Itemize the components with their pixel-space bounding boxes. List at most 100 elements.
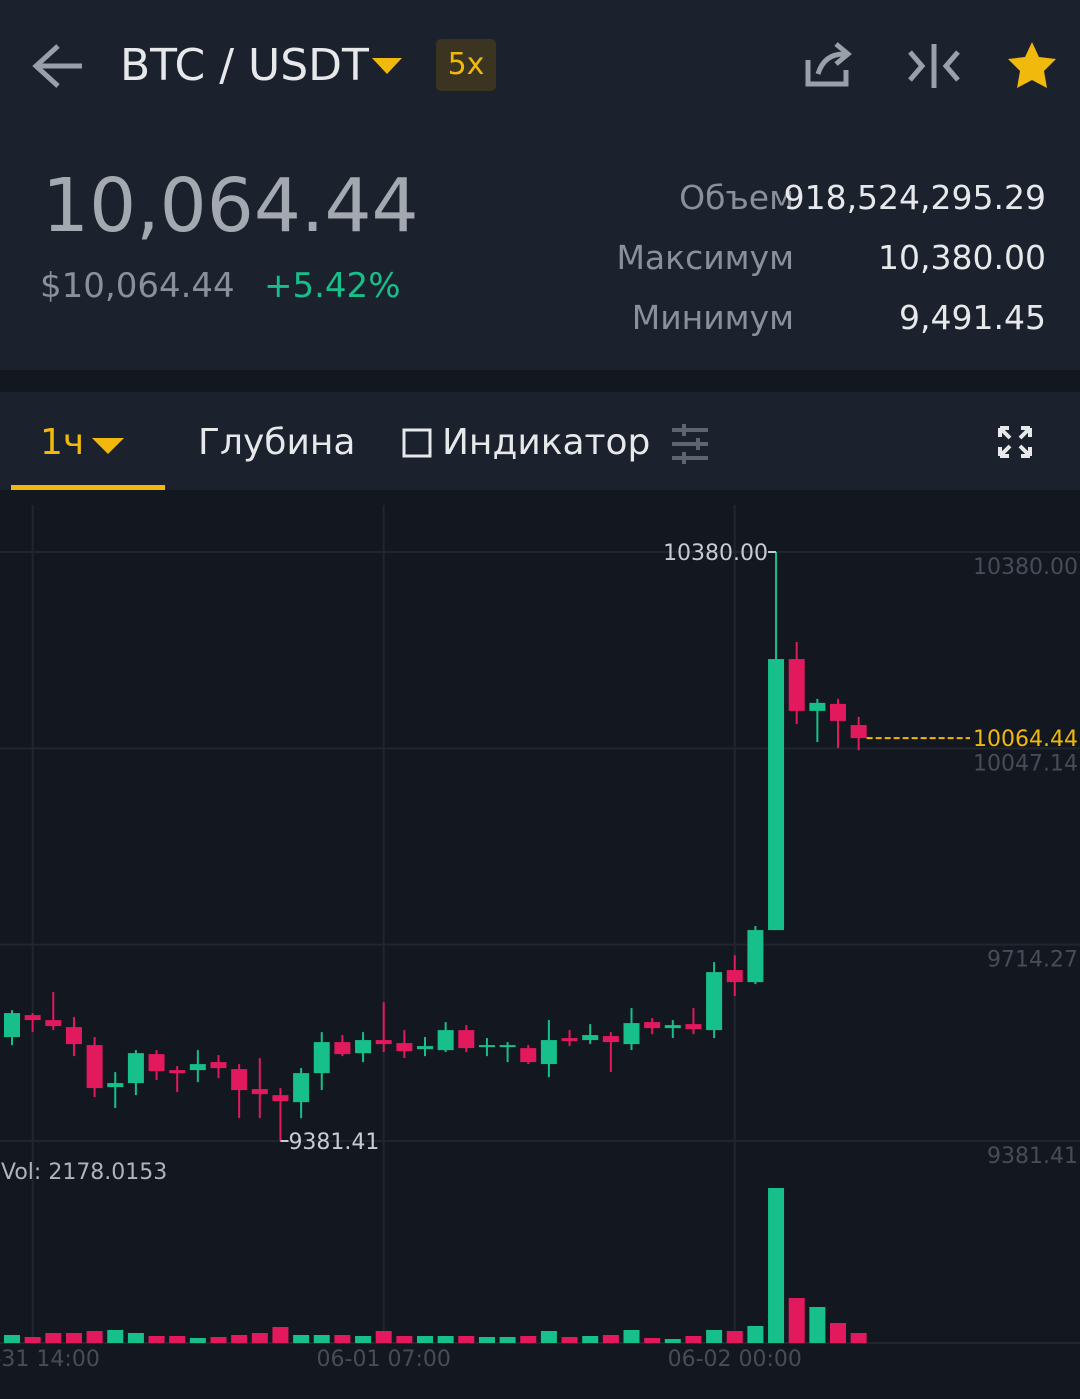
candle-body: [127, 1053, 144, 1084]
volume-bar: [830, 1323, 846, 1343]
interval-dropdown[interactable]: [92, 438, 124, 454]
stat-value: 9,491.45: [899, 298, 1046, 337]
tab-underline: [11, 485, 165, 490]
candle-body: [788, 659, 805, 711]
candle-body: [437, 1030, 454, 1051]
volume-bar: [561, 1337, 578, 1343]
back-icon[interactable]: [32, 44, 82, 88]
stat-value: 10,380.00: [878, 238, 1046, 277]
volume-bar: [210, 1337, 227, 1343]
volume-bar: [582, 1336, 599, 1343]
candle-body: [830, 703, 846, 721]
volume-label: Vol: 2178.0153: [1, 1160, 167, 1185]
candle-body: [561, 1038, 578, 1042]
volume-bar: [148, 1336, 165, 1343]
candle-body: [499, 1045, 516, 1048]
volume-bar: [107, 1330, 124, 1343]
high-label: 10380.00: [663, 541, 768, 566]
candle-body: [4, 1013, 20, 1038]
candle-body: [540, 1040, 557, 1065]
candle-body: [623, 1023, 640, 1045]
volume-bar: [334, 1335, 351, 1343]
settings-icon[interactable]: [672, 424, 708, 464]
swap-icon[interactable]: [908, 44, 960, 88]
share-icon[interactable]: [805, 42, 852, 87]
chart: 9381.41 9714.27 10047.14 10380.00 05-31 14:0…: [0, 505, 1080, 1372]
volume-bar: [726, 1331, 743, 1343]
volume-bar: [788, 1298, 805, 1343]
stat-value: 918,524,295.29: [783, 178, 1046, 217]
candle-body: [685, 1024, 702, 1030]
candle-body: [65, 1027, 82, 1045]
y-tick-label: 9381.41: [987, 1144, 1078, 1169]
candle-body: [334, 1042, 351, 1055]
fullscreen-icon[interactable]: [998, 426, 1032, 458]
candle-body: [417, 1046, 433, 1050]
pair[interactable]: BTC / USDT: [120, 40, 369, 91]
candle-body: [850, 725, 867, 739]
dropdown-icon[interactable]: [372, 58, 402, 74]
stat-label: Максимум: [616, 238, 794, 277]
volume-bar: [478, 1337, 495, 1343]
volume-bar: [355, 1336, 372, 1343]
candle-body: [251, 1089, 268, 1095]
volume-bar: [4, 1335, 20, 1343]
leverage-badge: [436, 39, 496, 91]
tab[interactable]: Индикатор: [442, 422, 651, 463]
volume-bar: [251, 1333, 268, 1343]
volume-bar: [65, 1333, 82, 1343]
low-label: 9381.41: [288, 1130, 379, 1155]
candle-body: [107, 1083, 124, 1088]
candle-body: [582, 1035, 599, 1041]
candle-body: [478, 1045, 495, 1048]
header: [0, 0, 1080, 370]
volume-bar: [396, 1336, 413, 1343]
x-tick-label: 05-31 14:00: [0, 1347, 100, 1372]
volume-bar: [644, 1338, 661, 1343]
volume-bar: [437, 1336, 454, 1343]
volume-bar: [664, 1339, 681, 1343]
candle-body: [747, 930, 764, 983]
volume-bar: [86, 1331, 103, 1343]
y-tick-label: 9714.27: [987, 948, 1078, 973]
candle-body: [726, 970, 743, 983]
favorite-icon[interactable]: [1008, 42, 1056, 88]
volume-bar: [540, 1331, 557, 1343]
volume-bar: [375, 1331, 392, 1343]
y-tick-label: 10047.14: [973, 751, 1078, 776]
icons: [11, 39, 1056, 490]
volume-bar: [169, 1336, 186, 1343]
indicator-icon[interactable]: [402, 428, 432, 458]
volume-bar: [458, 1336, 475, 1343]
candle-body: [45, 1020, 62, 1027]
volume-bar: [24, 1337, 41, 1343]
candle-body: [355, 1040, 372, 1054]
price-usd: $10,064.44: [40, 266, 235, 306]
candle-body: [644, 1022, 661, 1029]
last-price: 10,064.44: [42, 163, 419, 249]
volume-bar: [809, 1307, 826, 1343]
volume-bar: [768, 1188, 785, 1343]
y-tick-label: 10380.00: [973, 555, 1078, 580]
x-tick-label: 06-02 00:00: [668, 1347, 802, 1372]
tab[interactable]: 1ч: [40, 422, 85, 463]
candle-body: [148, 1054, 165, 1072]
volume-bar: [293, 1335, 310, 1343]
volume-bar: [189, 1338, 206, 1343]
tab[interactable]: Глубина: [198, 422, 356, 463]
candle-body: [86, 1045, 103, 1089]
volume-bar: [231, 1335, 248, 1343]
tab-bar: [0, 392, 1080, 490]
volume-bar: [417, 1336, 433, 1343]
leverage: 5x: [447, 47, 485, 82]
volume-bar: [499, 1337, 516, 1343]
candle-body: [375, 1040, 392, 1045]
stat-label: Объем: [679, 178, 794, 217]
volume-bar: [520, 1336, 537, 1343]
volume-bar: [747, 1326, 764, 1343]
candle-body: [210, 1062, 227, 1069]
candle-body: [520, 1048, 537, 1063]
last-price-label: 10064.44: [973, 727, 1078, 752]
stat-label: Минимум: [631, 298, 794, 337]
volume-bar: [706, 1330, 723, 1343]
